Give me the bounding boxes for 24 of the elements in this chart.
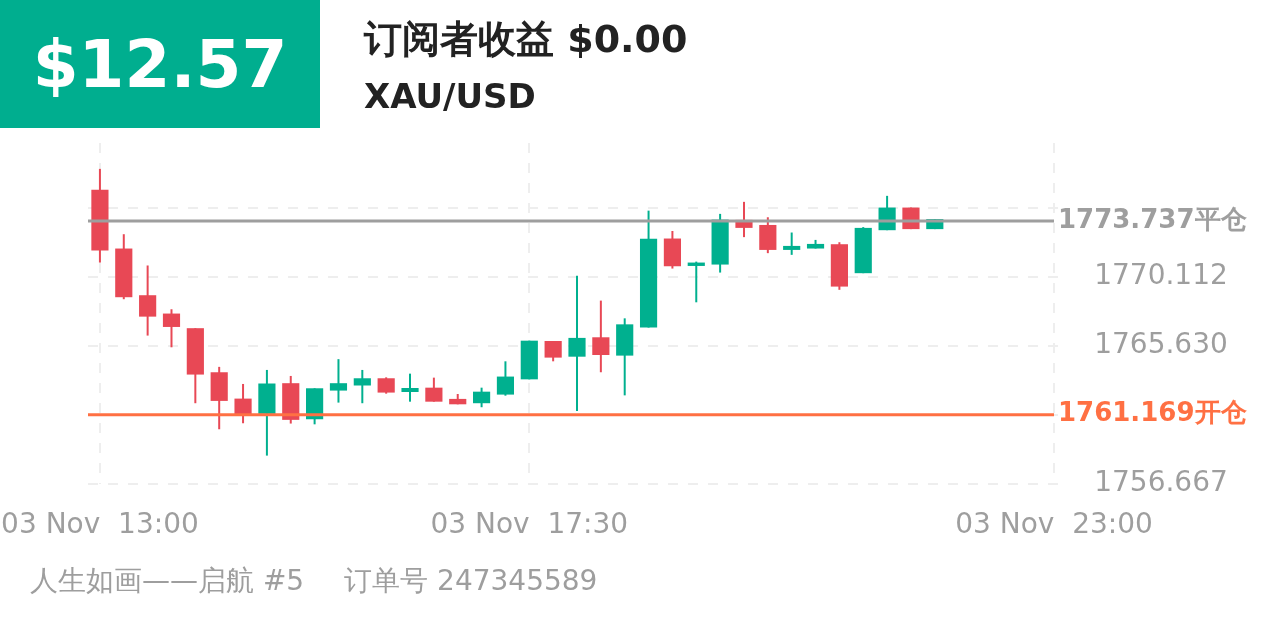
ref-line-label: 1773.737平仓 (1058, 203, 1247, 234)
candlestick (162, 308, 181, 349)
x-tick-label: 03 Nov 23:00 (955, 507, 1153, 541)
chart-title: 订阅者收益 $0.00 (364, 16, 688, 63)
x-tick-label: 03 Nov 13:00 (1, 507, 199, 541)
candlestick (353, 368, 371, 405)
text: $12.57 (0, 0, 320, 128)
candlestick (139, 264, 157, 337)
x-tick-label: 03 Nov 17:30 (430, 507, 629, 541)
candlestick (401, 372, 419, 403)
y-tick-label: 1770.112 (1094, 258, 1228, 292)
text: 订单号 247345589 (344, 564, 598, 597)
candlestick (592, 299, 610, 374)
y-tick-label: 1765.630 (1094, 327, 1228, 361)
text: 人生如画——启航 #5 (30, 564, 305, 597)
ref-line-label: 1761.169开仓 (1058, 397, 1247, 428)
y-tick-label: 1756.667 (1094, 465, 1228, 499)
candlestick (568, 274, 586, 412)
candlestick (473, 386, 491, 409)
candlestick (425, 376, 443, 403)
candlestick (783, 231, 801, 256)
candlestick (329, 358, 348, 404)
chart-subtitle: XAU/USD (364, 76, 536, 116)
candlestick (496, 360, 515, 397)
